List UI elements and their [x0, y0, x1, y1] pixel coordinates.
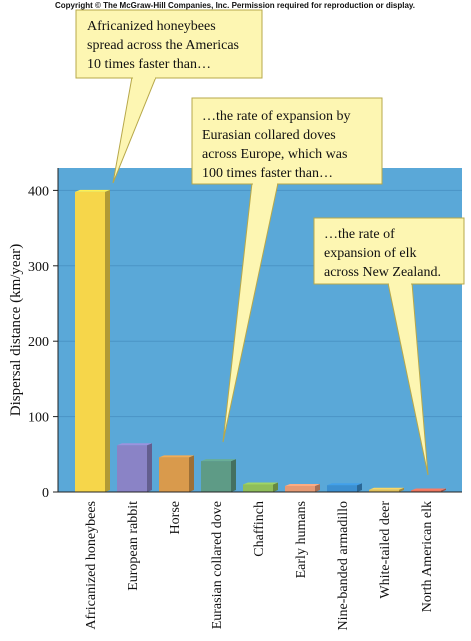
- callout-box: [313, 217, 465, 285]
- bar-top: [201, 459, 236, 462]
- bar-front: [75, 191, 105, 492]
- bar-top: [411, 488, 446, 491]
- category-label: Early humans: [294, 501, 309, 578]
- bar: [201, 459, 236, 492]
- bar-top: [159, 455, 194, 458]
- bar: [159, 455, 194, 492]
- category-label: Chaffinch: [252, 501, 267, 557]
- y-tick-label: 400: [28, 184, 49, 199]
- bar-top: [243, 482, 278, 485]
- bar-side: [147, 443, 152, 492]
- bar-side: [357, 483, 362, 492]
- callout-pointer: [112, 76, 157, 184]
- y-tick-label: 200: [28, 335, 49, 350]
- callout: …the rate of expansion by Eurasian collar…: [191, 97, 383, 443]
- category-label: North American elk: [420, 501, 435, 612]
- category-label: Horse: [168, 501, 183, 534]
- callout-text-line: …the rate of: [324, 227, 395, 242]
- category-labels: Africanized honeybees European rabbit Hors…: [84, 501, 435, 631]
- callout: …the rate of expansion of elk across New Z…: [313, 217, 465, 476]
- callout-text-line: 10 times faster than…: [87, 57, 211, 72]
- callout-text-line: across New Zealand.: [324, 265, 441, 280]
- y-tick-label: 300: [28, 260, 49, 275]
- bars: [75, 189, 446, 492]
- bar-front: [285, 485, 315, 492]
- bar-front: [327, 485, 357, 492]
- bar-front: [159, 457, 189, 492]
- callout: Africanized honeybees spread across the A…: [75, 9, 263, 184]
- copyright-notice: Copyright © The McGraw-Hill Companies, I…: [55, 1, 415, 10]
- bar-front: [411, 490, 441, 492]
- bar: [117, 443, 152, 492]
- bar: [327, 483, 362, 492]
- bar: [411, 488, 446, 492]
- bar-side: [273, 482, 278, 492]
- bar-side: [231, 459, 236, 492]
- callout-box: [191, 97, 383, 185]
- callouts: Africanized honeybees spread across the A…: [75, 9, 465, 476]
- bar-top: [285, 483, 320, 486]
- callout-box: [75, 9, 263, 79]
- callout-text-line: Eurasian collared doves: [202, 128, 336, 143]
- bar-front: [243, 484, 273, 492]
- category-label: Africanized honeybees: [84, 501, 99, 630]
- bar: [243, 482, 278, 492]
- bar-side: [315, 483, 320, 492]
- bar-side: [105, 189, 110, 492]
- y-tick-label: 0: [42, 486, 49, 501]
- callout-text-line: Africanized honeybees: [87, 19, 216, 34]
- callout-text-line: expansion of elk: [324, 246, 417, 261]
- y-axis-ticks: 0 100 200 300 400: [28, 184, 58, 501]
- callout-text-line: …the rate of expansion by: [202, 109, 351, 124]
- bar-top: [327, 483, 362, 486]
- y-tick-label: 100: [28, 411, 49, 426]
- bar: [75, 189, 110, 492]
- bar-front: [369, 489, 399, 492]
- bar: [285, 483, 320, 492]
- callout-text-line: spread across the Americas: [87, 38, 239, 53]
- bar-side: [441, 488, 446, 492]
- bar-top: [75, 189, 110, 192]
- category-label: White-tailed deer: [378, 501, 393, 599]
- bar-side: [189, 455, 194, 492]
- category-label: European rabbit: [126, 501, 141, 591]
- bar: [369, 487, 404, 492]
- bar-front: [117, 445, 147, 492]
- callout-text-line: 100 times faster than…: [202, 166, 333, 181]
- bar-top: [369, 487, 404, 490]
- category-label: Nine-banded armadillo: [336, 501, 351, 630]
- bar-side: [399, 487, 404, 492]
- y-axis-title: Dispersal distance (km/year): [8, 244, 24, 416]
- callout-text-line: across Europe, which was: [202, 147, 347, 162]
- category-label: Eurasian collared dove: [210, 501, 225, 629]
- bar-top: [117, 443, 152, 446]
- bar-front: [201, 461, 231, 492]
